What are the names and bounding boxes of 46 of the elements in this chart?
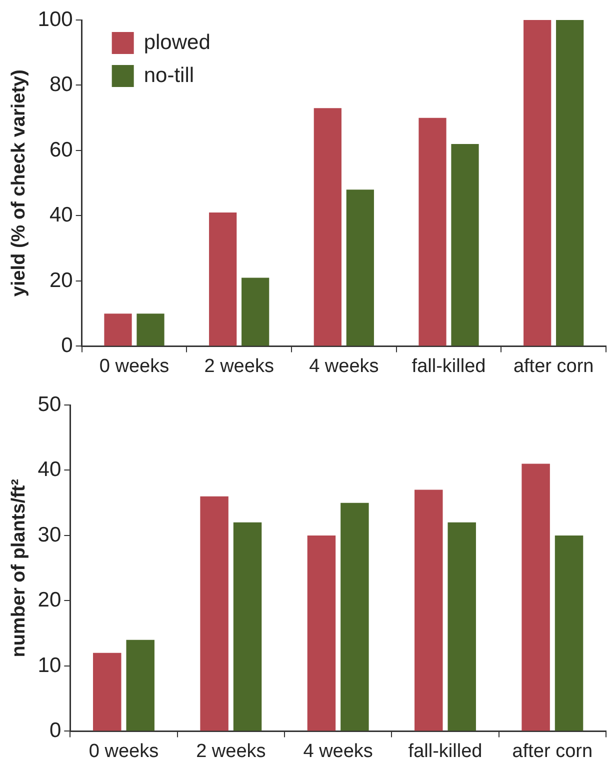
y-tick-label: 40 [38, 458, 62, 482]
bar [209, 212, 237, 346]
bar [524, 20, 552, 346]
y-axis-title: yield (% of check variety) [8, 70, 30, 297]
x-tick-label: 0 weeks [88, 740, 159, 762]
x-tick-label: after corn [512, 740, 593, 762]
x-tick-label: 2 weeks [196, 740, 266, 762]
bar [136, 314, 164, 346]
bar [233, 522, 262, 731]
x-tick-label: 4 weeks [309, 356, 379, 377]
bar [414, 490, 443, 731]
y-tick-label: 30 [38, 523, 62, 546]
x-tick-label: fall-killed [408, 740, 482, 762]
bar [242, 278, 270, 346]
bar [93, 652, 122, 731]
bar [556, 20, 584, 346]
y-tick-label: 100 [38, 8, 73, 31]
bar [307, 535, 336, 731]
bar [314, 108, 342, 346]
y-tick-label: 60 [49, 138, 73, 162]
bar [522, 464, 550, 731]
bar [126, 640, 154, 731]
legend-label: plowed [144, 30, 210, 54]
bar [200, 496, 228, 731]
y-tick-label: 20 [38, 588, 62, 612]
y-tick-label: 80 [49, 73, 73, 96]
bar [451, 144, 479, 346]
x-tick-label: 0 weeks [99, 356, 170, 377]
y-tick-label: 0 [61, 334, 73, 357]
x-tick-label: fall-killed [412, 356, 486, 377]
y-tick-label: 40 [49, 204, 73, 227]
legend-label: no-till [144, 64, 194, 87]
y-tick-label: 50 [38, 392, 62, 416]
y-tick-label: 20 [49, 268, 73, 292]
y-tick-label: 10 [38, 654, 62, 677]
y-axis-title: number of plants/ft² [8, 478, 30, 658]
bar [340, 502, 369, 731]
bar [448, 522, 476, 731]
x-tick-label: 4 weeks [303, 740, 373, 762]
y-tick-label: 0 [49, 718, 62, 742]
x-tick-label: 2 weeks [204, 356, 274, 377]
bar [418, 118, 446, 346]
bar [554, 535, 584, 731]
bar [104, 314, 132, 346]
x-tick-label: after corn [513, 356, 594, 377]
bar [346, 190, 374, 346]
